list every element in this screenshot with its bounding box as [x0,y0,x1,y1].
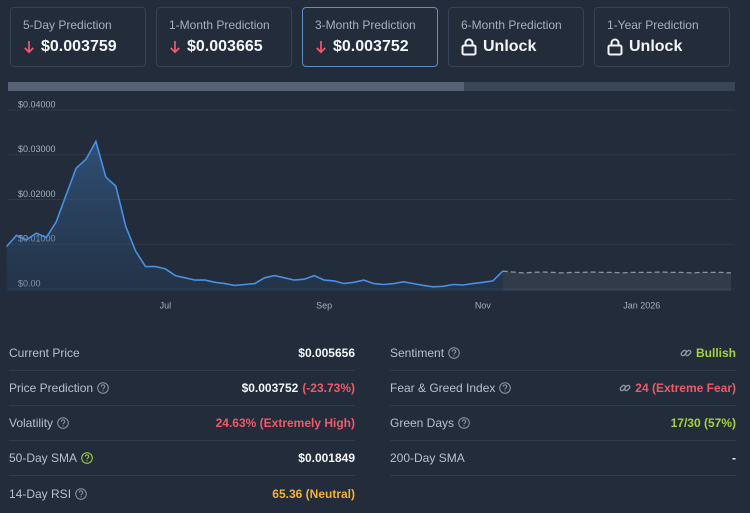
y-tick-label: $0.02000 [18,189,56,199]
card-label: 6-Month Prediction [461,18,562,32]
stat-value: Bullish [695,346,736,360]
stat-value: 24.63% (Extremely High) [215,416,355,430]
lock-icon [607,38,623,56]
stat-row: 50-Day SMA $0.001849 [9,441,355,476]
stat-row: Price Prediction $0.003752 (-23.73%) [9,371,355,406]
stat-value: $0.001849 [298,451,355,465]
x-tick-label: Nov [475,300,492,310]
stat-label: Fear & Greed Index [390,381,496,395]
card-value: Unlock [483,38,537,55]
link-icon [680,347,692,359]
card-label: 1-Month Prediction [169,18,270,32]
stat-label: Sentiment [390,346,445,360]
help-icon[interactable] [458,417,470,429]
prediction-card[interactable]: 5-Day Prediction $0.003759 [10,7,146,67]
stat-label: 50-Day SMA [9,451,78,465]
x-tick-label: Sep [316,300,332,310]
scrollbar-thumb[interactable] [8,82,464,91]
stat-value: 24 (Extreme Fear) [635,381,736,395]
help-icon[interactable] [97,382,109,394]
card-label: 5-Day Prediction [23,18,112,32]
stat-label: Volatility [9,416,54,430]
help-icon[interactable] [499,382,511,394]
down-arrow [315,39,327,55]
card-label: 1-Year Prediction [607,18,699,32]
card-label: 3-Month Prediction [315,18,416,32]
y-tick-label: $0.04000 [18,99,56,109]
stat-row: 14-Day RSI 65.36 (Neutral) [9,476,355,511]
stat-row: Sentiment Bullish [390,336,736,371]
stats-left: Current Price $0.005656 Price Prediction $… [9,336,355,511]
stat-row: Volatility 24.63% (Extremely High) [9,406,355,441]
stat-label: Price Prediction [9,381,94,395]
stat-value: 65.36 (Neutral) [272,486,355,501]
area [6,141,503,291]
help-icon[interactable] [81,452,93,464]
stat-value: $0.003752 [241,381,299,395]
card-value: Unlock [629,38,683,55]
stat-label: 14-Day RSI [9,486,72,501]
stat-label: Current Price [9,346,80,360]
y-tick-label: $0.03000 [18,144,56,154]
stat-value: 17/30 (57%) [670,416,736,430]
x-tick-label: Jan 2026 [623,300,660,310]
lock-icon [461,38,477,56]
prediction-card[interactable]: 3-Month Prediction $0.003752 [302,7,438,67]
link-icon [619,382,631,394]
price-line [6,139,504,288]
prediction-card[interactable]: 1-Year Prediction Unlock [594,7,730,67]
area [502,271,731,291]
chart: $0.00$0.01000$0.02000$0.03000$0.04000Jul… [6,82,735,310]
card-value: $0.003665 [187,38,263,55]
card-value: $0.003759 [41,38,117,55]
prediction-card[interactable]: 1-Month Prediction $0.003665 [156,7,292,67]
help-icon[interactable] [57,417,69,429]
help-icon[interactable] [75,488,87,500]
stat-value: - [732,451,736,465]
stat-row: Current Price $0.005656 [9,336,355,371]
forecast-line [502,270,732,274]
x-tick-label: Jul [160,300,172,310]
prediction-card[interactable]: 6-Month Prediction Unlock [448,7,584,67]
help-icon[interactable] [448,347,460,359]
stats-right: Sentiment Bullish Fear & Greed Index 24 (E… [390,336,736,476]
down-arrow [23,39,35,55]
stat-label: 200-Day SMA [390,451,465,465]
stat-row: 200-Day SMA - [390,441,736,476]
stat-change: (-23.73%) [302,381,355,395]
stat-label: Green Days [390,416,455,430]
stat-value: $0.005656 [298,346,355,360]
stat-row: Fear & Greed Index 24 (Extreme Fear) [390,371,736,406]
card-value: $0.003752 [333,38,409,55]
down-arrow [169,39,181,55]
stat-row: Green Days 17/30 (57%) [390,406,736,441]
